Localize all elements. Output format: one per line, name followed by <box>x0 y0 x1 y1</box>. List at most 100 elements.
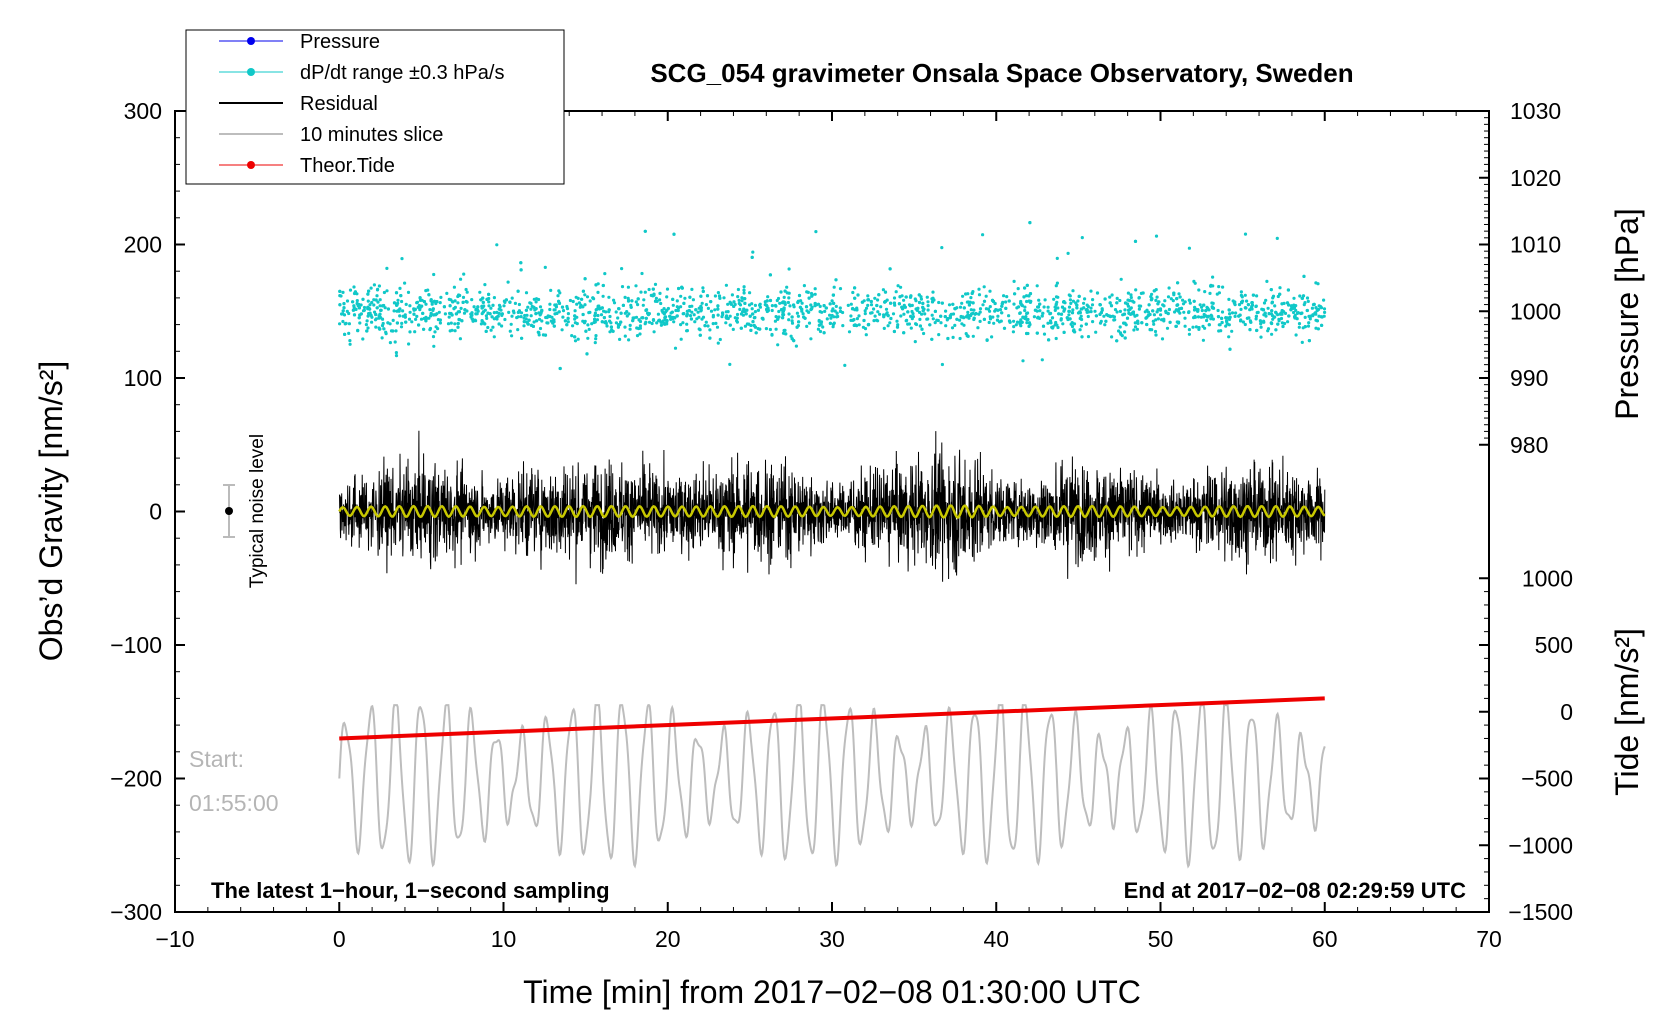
dpdt-point <box>1137 307 1141 311</box>
dpdt-point <box>1098 312 1102 316</box>
dpdt-point <box>1123 330 1127 334</box>
dpdt-point <box>1265 279 1269 283</box>
dpdt-point <box>658 291 662 295</box>
dpdt-point <box>368 311 372 315</box>
dpdt-point <box>864 333 868 337</box>
dpdt-point <box>689 317 694 321</box>
dpdt-point <box>810 307 814 311</box>
dpdt-point <box>532 320 536 324</box>
dpdt-point <box>665 287 670 291</box>
dpdt-point <box>361 337 365 341</box>
dpdt-point <box>708 328 712 332</box>
dpdt-point <box>429 311 433 316</box>
legend-label: Residual <box>300 93 378 115</box>
dpdt-point <box>838 309 843 313</box>
dpdt-point <box>1241 320 1245 324</box>
dpdt-point <box>1291 306 1295 310</box>
dpdt-point <box>1287 303 1291 307</box>
dpdt-point <box>526 305 530 309</box>
dpdt-point <box>352 313 357 317</box>
dpdt-point <box>338 303 342 307</box>
dpdt-point <box>1078 311 1082 315</box>
dpdt-point <box>410 320 414 324</box>
dpdt-point <box>972 316 976 320</box>
dpdt-point <box>902 312 906 316</box>
dpdt-point <box>964 292 968 296</box>
dpdt-point <box>749 328 753 332</box>
dpdt-point <box>896 323 900 327</box>
dpdt-point <box>351 300 355 304</box>
dpdt-point <box>1187 328 1191 332</box>
dpdt-point <box>996 308 1000 312</box>
dpdt-point <box>982 317 987 321</box>
dpdt-point <box>391 318 395 322</box>
dpdt-point <box>476 305 480 309</box>
dpdt-point <box>508 329 512 333</box>
dpdt-point <box>1133 325 1138 329</box>
dpdt-point <box>1004 306 1008 310</box>
dpdt-point <box>766 309 770 313</box>
dpdt-point <box>1002 294 1006 298</box>
dpdt-point <box>543 333 548 337</box>
dpdt-point <box>585 295 590 299</box>
dpdt-point <box>1209 284 1213 288</box>
dpdt-point <box>1280 302 1284 306</box>
dpdt-point <box>353 290 357 294</box>
dpdt-point <box>340 312 344 316</box>
dpdt-point <box>1073 330 1077 334</box>
dpdt-point <box>899 285 903 289</box>
dpdt-point <box>359 303 363 307</box>
dpdt-point <box>698 328 702 332</box>
dpdt-point <box>750 307 754 311</box>
dpdt-point <box>1240 295 1244 299</box>
dpdt-point <box>1194 307 1198 311</box>
dpdt-point <box>1106 314 1110 318</box>
dpdt-point <box>1071 308 1075 312</box>
dpdt-point <box>1246 303 1250 307</box>
dpdt-point <box>1104 319 1108 323</box>
dpdt-point <box>785 285 789 289</box>
dpdt-point <box>611 329 615 333</box>
dpdt-point <box>519 315 523 319</box>
dpdt-point <box>1108 295 1112 299</box>
dpdt-point <box>1025 331 1029 336</box>
dpdt-point <box>391 329 395 333</box>
dpdt-point <box>671 297 675 301</box>
dpdt-point <box>500 324 504 328</box>
dpdt-point <box>1027 299 1031 303</box>
dpdt-point <box>583 303 587 307</box>
dpdt-point <box>1187 310 1191 314</box>
dpdt-point <box>1165 326 1170 330</box>
dpdt-point <box>881 288 886 292</box>
dpdt-point <box>1234 311 1238 315</box>
dpdt-point <box>697 315 701 319</box>
dpdt-point <box>1055 323 1059 327</box>
dpdt-point <box>1297 322 1302 326</box>
dpdt-point <box>1079 307 1083 311</box>
dpdt-point <box>676 308 680 313</box>
dpdt-point <box>916 306 920 310</box>
dpdt-point <box>1245 316 1249 320</box>
dpdt-point <box>636 297 640 301</box>
dpdt-point <box>375 288 380 292</box>
dpdt-point <box>988 289 992 293</box>
dpdt-point <box>452 285 456 289</box>
dpdt-point <box>1059 318 1063 322</box>
dpdt-point <box>1314 326 1318 330</box>
dpdt-point <box>1054 336 1058 341</box>
y-tick-label: 0 <box>149 499 162 525</box>
dpdt-point <box>437 310 441 314</box>
dpdt-point <box>1276 313 1280 317</box>
dpdt-point <box>978 307 983 311</box>
dpdt-point <box>582 321 587 325</box>
dpdt-point <box>1177 292 1181 296</box>
dpdt-point <box>763 303 767 307</box>
dpdt-point <box>939 314 943 318</box>
dpdt-point <box>548 314 552 319</box>
dpdt-point <box>824 306 828 310</box>
dpdt-point <box>573 309 577 313</box>
dpdt-point <box>1248 328 1252 332</box>
dpdt-point <box>706 306 711 310</box>
dpdt-point <box>1199 315 1203 319</box>
dpdt-point <box>809 291 814 296</box>
